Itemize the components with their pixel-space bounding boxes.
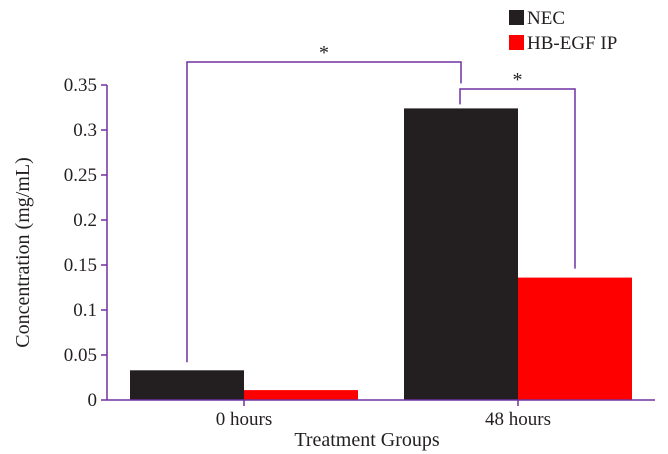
y-axis-title: Concentration (mg/mL) xyxy=(12,157,34,348)
x-tick-label: 48 hours xyxy=(485,409,551,430)
bar-hb-egf-ip-0-hours xyxy=(244,390,358,400)
x-ticks: 0 hours 48 hours xyxy=(216,400,551,430)
significance-brackets: ** xyxy=(186,42,576,363)
y-tick-label: 0.35 xyxy=(64,75,97,96)
y-tick-label: 0.3 xyxy=(73,120,97,141)
legend-swatch xyxy=(509,10,524,25)
significance-bracket xyxy=(186,61,462,363)
y-ticks: 0 0.05 0.1 0.15 0.2 0.25 0.3 0.35 xyxy=(64,75,107,411)
x-axis-title: Treatment Groups xyxy=(294,429,440,451)
legend-label: HB-EGF IP xyxy=(527,33,617,54)
bar-hb-egf-ip-48-hours xyxy=(518,277,632,400)
legend: NEC HB-EGF IP xyxy=(509,8,617,54)
y-tick-label: 0.15 xyxy=(64,255,97,276)
x-tick-label: 0 hours xyxy=(216,409,272,430)
y-tick-label: 0.25 xyxy=(64,165,97,186)
y-tick-label: 0.2 xyxy=(73,210,97,231)
y-tick-label: 0 xyxy=(88,390,98,411)
axes xyxy=(106,85,655,401)
bars xyxy=(130,108,632,401)
significance-star: * xyxy=(319,42,329,64)
significance-star: * xyxy=(513,69,523,91)
bar-nec-48-hours xyxy=(404,108,518,401)
bar-nec-0-hours xyxy=(130,370,244,400)
significance-bracket xyxy=(459,88,576,269)
legend-swatch xyxy=(509,35,524,50)
y-tick-label: 0.1 xyxy=(73,300,97,321)
legend-label: NEC xyxy=(527,8,565,29)
y-tick-label: 0.05 xyxy=(64,345,97,366)
